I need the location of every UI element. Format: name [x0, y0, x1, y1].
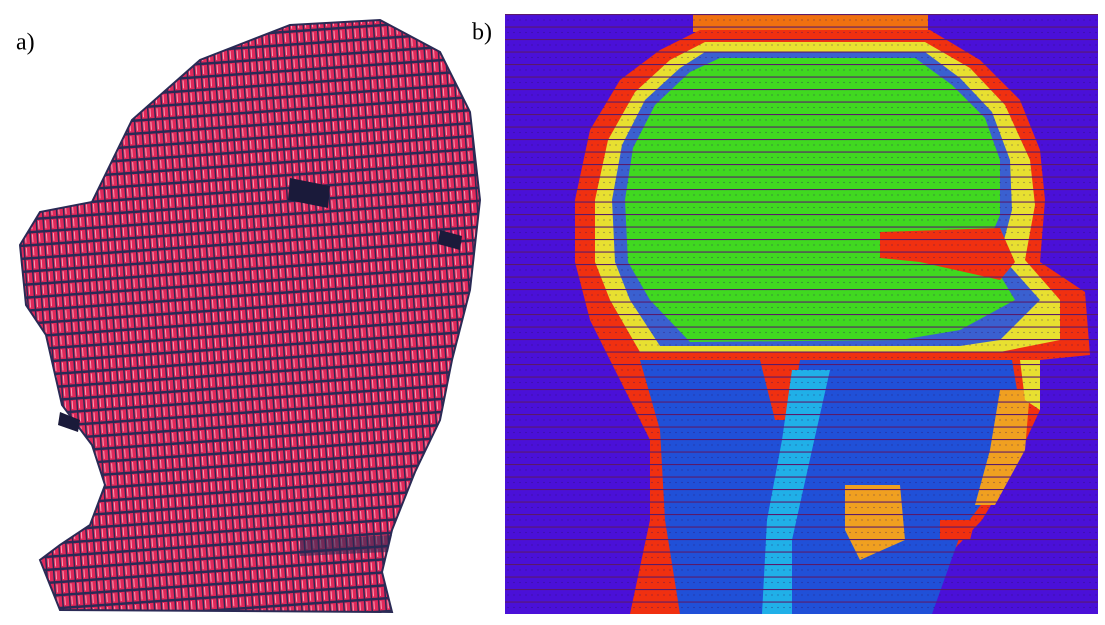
figure: a) b) [0, 0, 1105, 625]
voxel-head [20, 20, 480, 612]
panel-label: b) [472, 20, 492, 46]
panel-label: a) [16, 30, 35, 56]
segmentation-slice [505, 14, 1098, 614]
